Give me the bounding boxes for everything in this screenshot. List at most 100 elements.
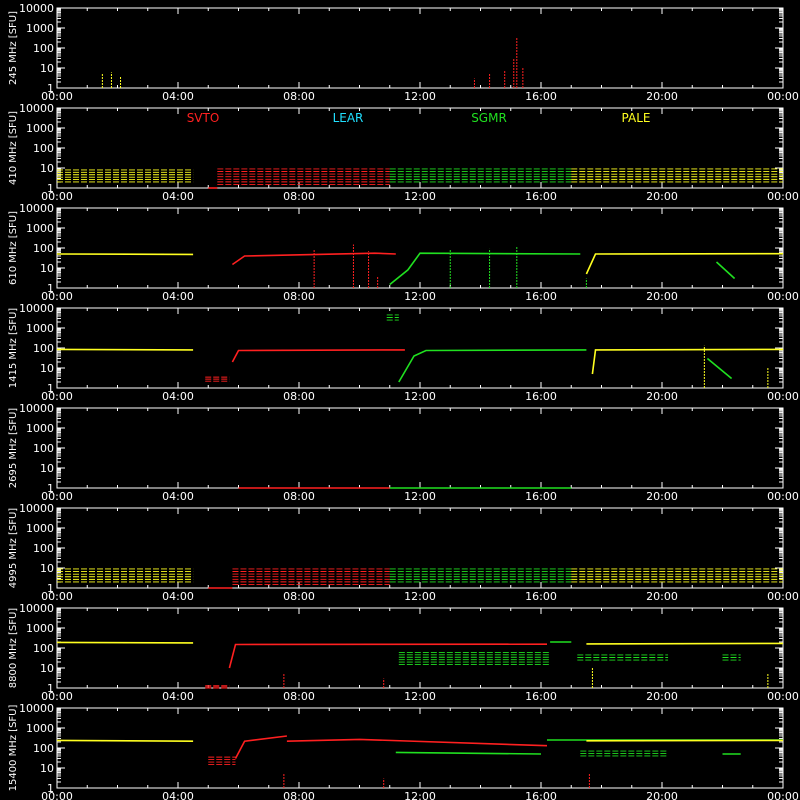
y-tick-label: 10 bbox=[40, 562, 54, 575]
series-band-sgmr bbox=[386, 314, 399, 321]
y-tick-label: 10000 bbox=[19, 302, 54, 315]
series-line-svto bbox=[231, 252, 396, 266]
y-tick-label: 10000 bbox=[19, 702, 54, 715]
plot-frame bbox=[56, 607, 784, 689]
x-tick-label: 00:00 bbox=[767, 90, 799, 103]
y-tick-label: 100 bbox=[33, 142, 54, 155]
unit-label: [SFU] bbox=[8, 408, 19, 435]
x-tick-label: 04:00 bbox=[162, 590, 194, 603]
x-tick-label: 12:00 bbox=[404, 390, 436, 403]
x-tick-label: 00:00 bbox=[41, 590, 73, 603]
unit-label: [SFU] bbox=[8, 308, 19, 335]
y-tick-label: 1000 bbox=[26, 622, 54, 635]
plot-frame bbox=[56, 307, 784, 389]
x-tick-label: 04:00 bbox=[162, 90, 194, 103]
series-band-sgmr bbox=[389, 168, 572, 183]
series-line-pale bbox=[56, 641, 194, 644]
y-tick-label: 10000 bbox=[19, 202, 54, 215]
x-tick-label: 00:00 bbox=[41, 790, 73, 800]
series-band-pale bbox=[57, 169, 194, 183]
y-axis-label: 2695 MHz [SFU] bbox=[8, 408, 19, 489]
x-tick-label: 08:00 bbox=[283, 490, 315, 503]
y-tick-label: 10 bbox=[40, 162, 54, 175]
series-line-svto bbox=[286, 738, 548, 747]
x-tick-label: 20:00 bbox=[646, 90, 678, 103]
unit-label: [SFU] bbox=[8, 608, 19, 635]
series-band-svto bbox=[217, 168, 390, 185]
series-band-sgmr bbox=[577, 654, 669, 661]
x-tick-label: 16:00 bbox=[525, 690, 557, 703]
x-tick-label: 00:00 bbox=[41, 190, 73, 203]
x-tick-label: 00:00 bbox=[41, 490, 73, 503]
x-tick-label: 16:00 bbox=[525, 290, 557, 303]
y-tick-label: 100 bbox=[33, 242, 54, 255]
y-tick-label: 10 bbox=[40, 262, 54, 275]
panel-4995-mhz: 1 10 100 1000 10000 00:00 04:00 08:00 12:00 16:00… bbox=[8, 502, 799, 603]
x-tick-label: 20:00 bbox=[646, 790, 678, 800]
plot-frame bbox=[56, 207, 784, 289]
series-line-pale bbox=[585, 252, 784, 275]
series-band-sgmr bbox=[389, 568, 572, 583]
y-tick-label: 100 bbox=[33, 742, 54, 755]
y-tick-label: 10000 bbox=[19, 402, 54, 415]
y-tick-label: 1000 bbox=[26, 22, 54, 35]
series-line-svto bbox=[231, 349, 405, 363]
legend-sgmr: SGMR bbox=[471, 111, 507, 125]
series-line-sgmr bbox=[395, 751, 542, 755]
x-tick-label: 20:00 bbox=[646, 690, 678, 703]
x-tick-label: 20:00 bbox=[646, 190, 678, 203]
y-tick-label: 1 bbox=[47, 182, 54, 195]
x-tick-label: 04:00 bbox=[162, 390, 194, 403]
series-band-sgmr bbox=[722, 654, 741, 661]
series-line-svto bbox=[234, 735, 287, 759]
y-tick-label: 10 bbox=[40, 462, 54, 475]
y-tick-label: 1000 bbox=[26, 122, 54, 135]
y-tick-label: 1 bbox=[47, 782, 54, 795]
frequency-label: 610 MHz bbox=[8, 238, 19, 285]
legend-lear: LEAR bbox=[333, 111, 364, 125]
frequency-label: 245 MHz bbox=[8, 38, 19, 85]
panel-15400-mhz: 1 10 100 1000 10000 00:00 04:00 08:00 12:00 16:00… bbox=[8, 702, 799, 800]
legend-svto: SVTO bbox=[187, 111, 220, 125]
y-axis-label: 410 MHz [SFU] bbox=[8, 111, 19, 185]
x-tick-label: 16:00 bbox=[525, 590, 557, 603]
x-tick-label: 16:00 bbox=[525, 90, 557, 103]
y-tick-label: 1 bbox=[47, 682, 54, 695]
series-line-pale bbox=[591, 348, 784, 375]
x-tick-label: 20:00 bbox=[646, 290, 678, 303]
series-band-pale bbox=[571, 568, 783, 583]
y-tick-label: 1 bbox=[47, 482, 54, 495]
series-line-sgmr bbox=[715, 261, 736, 280]
y-tick-label: 100 bbox=[33, 342, 54, 355]
x-tick-label: 08:00 bbox=[283, 90, 315, 103]
x-tick-label: 00:00 bbox=[767, 290, 799, 303]
x-tick-label: 20:00 bbox=[646, 490, 678, 503]
panel-410-mhz: 1 10 100 1000 10000 00:00 04:00 08:00 12:00 16:00… bbox=[8, 102, 799, 203]
x-tick-label: 20:00 bbox=[646, 390, 678, 403]
x-tick-label: 00:00 bbox=[767, 490, 799, 503]
x-tick-label: 16:00 bbox=[525, 490, 557, 503]
y-tick-label: 1000 bbox=[26, 422, 54, 435]
series-band-svto bbox=[232, 568, 390, 585]
y-tick-label: 100 bbox=[33, 42, 54, 55]
y-tick-label: 10000 bbox=[19, 2, 54, 15]
y-tick-label: 1 bbox=[47, 382, 54, 395]
unit-label: [SFU] bbox=[8, 705, 19, 732]
frequency-label: 2695 MHz bbox=[8, 435, 19, 488]
series-band-sgmr bbox=[398, 651, 551, 665]
frequency-label: 1415 MHz bbox=[8, 335, 19, 388]
y-tick-label: 10 bbox=[40, 362, 54, 375]
y-axis-label: 15400 MHz [SFU] bbox=[8, 705, 19, 792]
x-tick-label: 04:00 bbox=[162, 690, 194, 703]
y-tick-label: 1 bbox=[47, 82, 54, 95]
series-line-pale bbox=[56, 739, 194, 742]
plot-frame bbox=[56, 107, 784, 189]
frequency-label: 15400 MHz bbox=[8, 732, 19, 792]
x-tick-label: 12:00 bbox=[404, 490, 436, 503]
x-tick-label: 12:00 bbox=[404, 590, 436, 603]
series-line-sgmr bbox=[389, 252, 581, 286]
x-tick-label: 04:00 bbox=[162, 490, 194, 503]
x-tick-label: 00:00 bbox=[41, 690, 73, 703]
x-tick-label: 16:00 bbox=[525, 190, 557, 203]
